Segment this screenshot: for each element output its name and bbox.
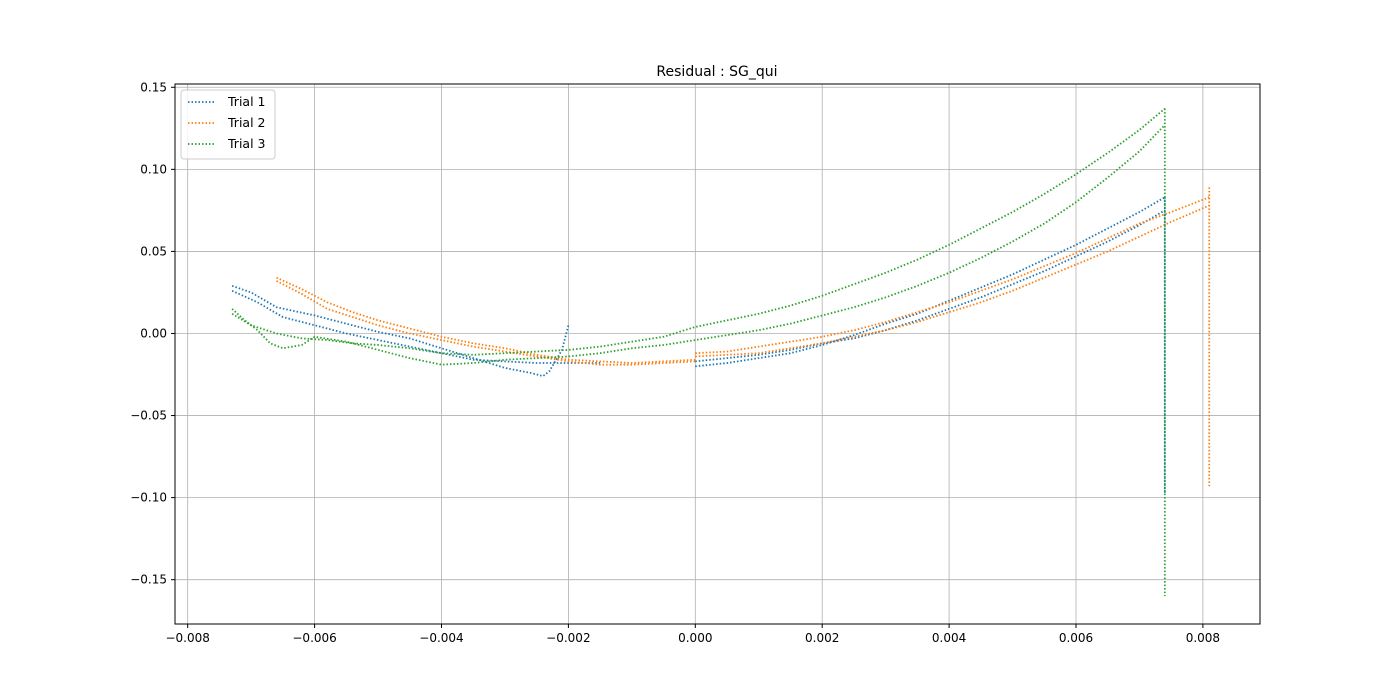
x-tick-label: 0.000 [678,631,712,645]
legend-label-trial-3: Trial 3 [227,136,265,151]
series-line-trial-2 [276,280,696,366]
chart-title: Residual : SG_qui [656,64,777,80]
grid-lines [175,84,1260,624]
legend-label-trial-1: Trial 1 [227,94,265,109]
series-line-trial-1 [231,285,570,378]
y-tick-label: 0.05 [140,244,167,258]
plot-frame [174,83,1261,625]
x-tick-label: −0.002 [546,631,590,645]
y-tick-label: −0.15 [130,573,167,587]
series-line-trial-1 [695,196,1166,368]
x-tick-label: −0.006 [292,631,336,645]
x-tick-label: 0.006 [1059,631,1093,645]
series-line-trial-3 [231,107,1166,356]
y-tick-label: 0.10 [140,162,167,176]
x-tick-label: 0.002 [805,631,839,645]
legend: Trial 1 Trial 2 Trial 3 [180,89,276,160]
axis-ticks: −0.008 −0.006 −0.004 −0.002 0.000 0.002 0.004 0… [130,80,1220,645]
series-line-trial-2 [276,276,696,364]
y-tick-label: −0.10 [130,491,167,505]
series-line-trial-2 [695,196,1210,355]
x-tick-label: −0.008 [165,631,209,645]
y-tick-label: −0.05 [130,409,167,423]
x-tick-label: 0.004 [932,631,966,645]
x-tick-label: −0.004 [419,631,463,645]
series-line-trial-3 [231,124,1166,366]
data-series [231,107,1211,597]
y-tick-label: 0.15 [140,80,167,94]
y-tick-label: 0.00 [140,326,167,340]
x-tick-label: 0.008 [1186,631,1220,645]
series-line-trial-1 [231,289,601,364]
series-line-trial-2 [695,204,1210,358]
legend-box [180,89,276,160]
legend-label-trial-2: Trial 2 [227,115,265,130]
